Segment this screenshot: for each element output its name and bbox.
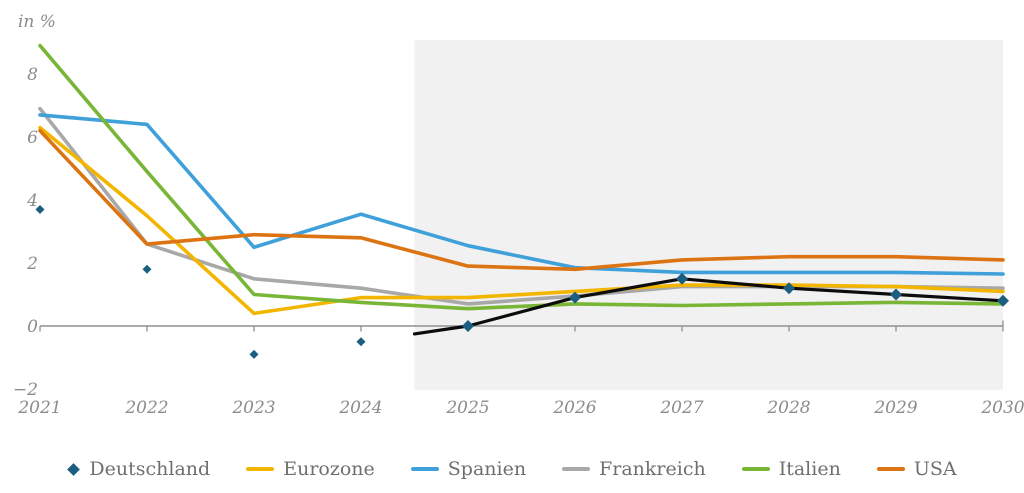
x-axis-label: 2024 xyxy=(338,398,382,418)
legend-item-usa: USA xyxy=(876,457,957,480)
legend-label: Frankreich xyxy=(599,457,706,480)
marker-diamond-deutschland-2021 xyxy=(35,204,45,214)
legend-line-icon xyxy=(741,467,770,471)
marker-diamond-deutschland-2026 xyxy=(569,291,581,304)
unit-label: in % xyxy=(18,12,56,32)
series-line-italien xyxy=(38,43,1005,311)
marker-diamond-deutschland-2022 xyxy=(142,264,152,274)
legend-item-eurozone: Eurozone xyxy=(246,457,375,480)
series-line-usa xyxy=(38,128,1005,272)
legend-diamond-icon xyxy=(67,462,81,476)
x-axis-label: 2021 xyxy=(17,398,61,418)
legend-line-icon xyxy=(876,467,905,471)
legend-label: Eurozone xyxy=(283,457,375,480)
marker-diamond-deutschland-2023 xyxy=(249,349,259,359)
x-axis-labels: 2021 2022 2023 2024 2025 2026 2027 2028 2029 2030 xyxy=(17,398,1024,418)
series-line-spanien xyxy=(38,113,1005,276)
y-axis-label: −2 xyxy=(13,380,38,400)
x-axis-label: 2029 xyxy=(873,398,917,418)
x-axis-label: 2022 xyxy=(124,398,168,418)
chart-legend: Deutschland Eurozone Spanien Frankreich Ital… xyxy=(0,449,1024,489)
legend-label: USA xyxy=(913,457,957,480)
legend-label: Spanien xyxy=(447,457,527,480)
legend-line-icon xyxy=(410,467,439,471)
marker-diamond-deutschland-2028 xyxy=(783,282,795,295)
x-axis-label: 2030 xyxy=(980,398,1024,418)
legend-item-deutschland: Deutschland xyxy=(67,457,211,480)
legend-item-frankreich: Frankreich xyxy=(562,457,706,480)
marker-diamond-deutschland-2025 xyxy=(462,320,474,332)
x-axis-label: 2026 xyxy=(552,398,596,418)
x-axis-label: 2028 xyxy=(766,398,810,418)
x-axis-label: 2023 xyxy=(231,398,275,418)
legend-label: Italien xyxy=(778,457,841,480)
forecast-region-rect xyxy=(414,40,1003,390)
y-axis-label: 4 xyxy=(26,191,38,211)
series-markers-deutschland xyxy=(35,204,1009,359)
legend-line-icon xyxy=(562,467,591,471)
marker-diamond-deutschland-2029 xyxy=(890,288,902,301)
legend-label: Deutschland xyxy=(89,457,211,480)
y-axis-labels: 8 6 4 2 0 −2 xyxy=(13,65,38,400)
legend-item-italien: Italien xyxy=(741,457,841,480)
forecast-region xyxy=(414,40,1003,390)
y-axis-label: 0 xyxy=(27,317,38,337)
legend-line-icon xyxy=(246,467,275,471)
marker-diamond-deutschland-2024 xyxy=(356,337,366,347)
y-axis-label: 8 xyxy=(27,65,38,85)
marker-diamond-deutschland-2027 xyxy=(676,272,688,285)
legend-item-spanien: Spanien xyxy=(410,457,527,480)
marker-diamond-deutschland-2030 xyxy=(997,294,1009,307)
y-axis-label: 6 xyxy=(27,128,38,148)
x-axis-label: 2025 xyxy=(445,398,489,418)
x-axis-label: 2027 xyxy=(659,398,703,418)
series-line-eurozone xyxy=(38,125,1005,316)
y-axis-label: 2 xyxy=(26,254,38,274)
